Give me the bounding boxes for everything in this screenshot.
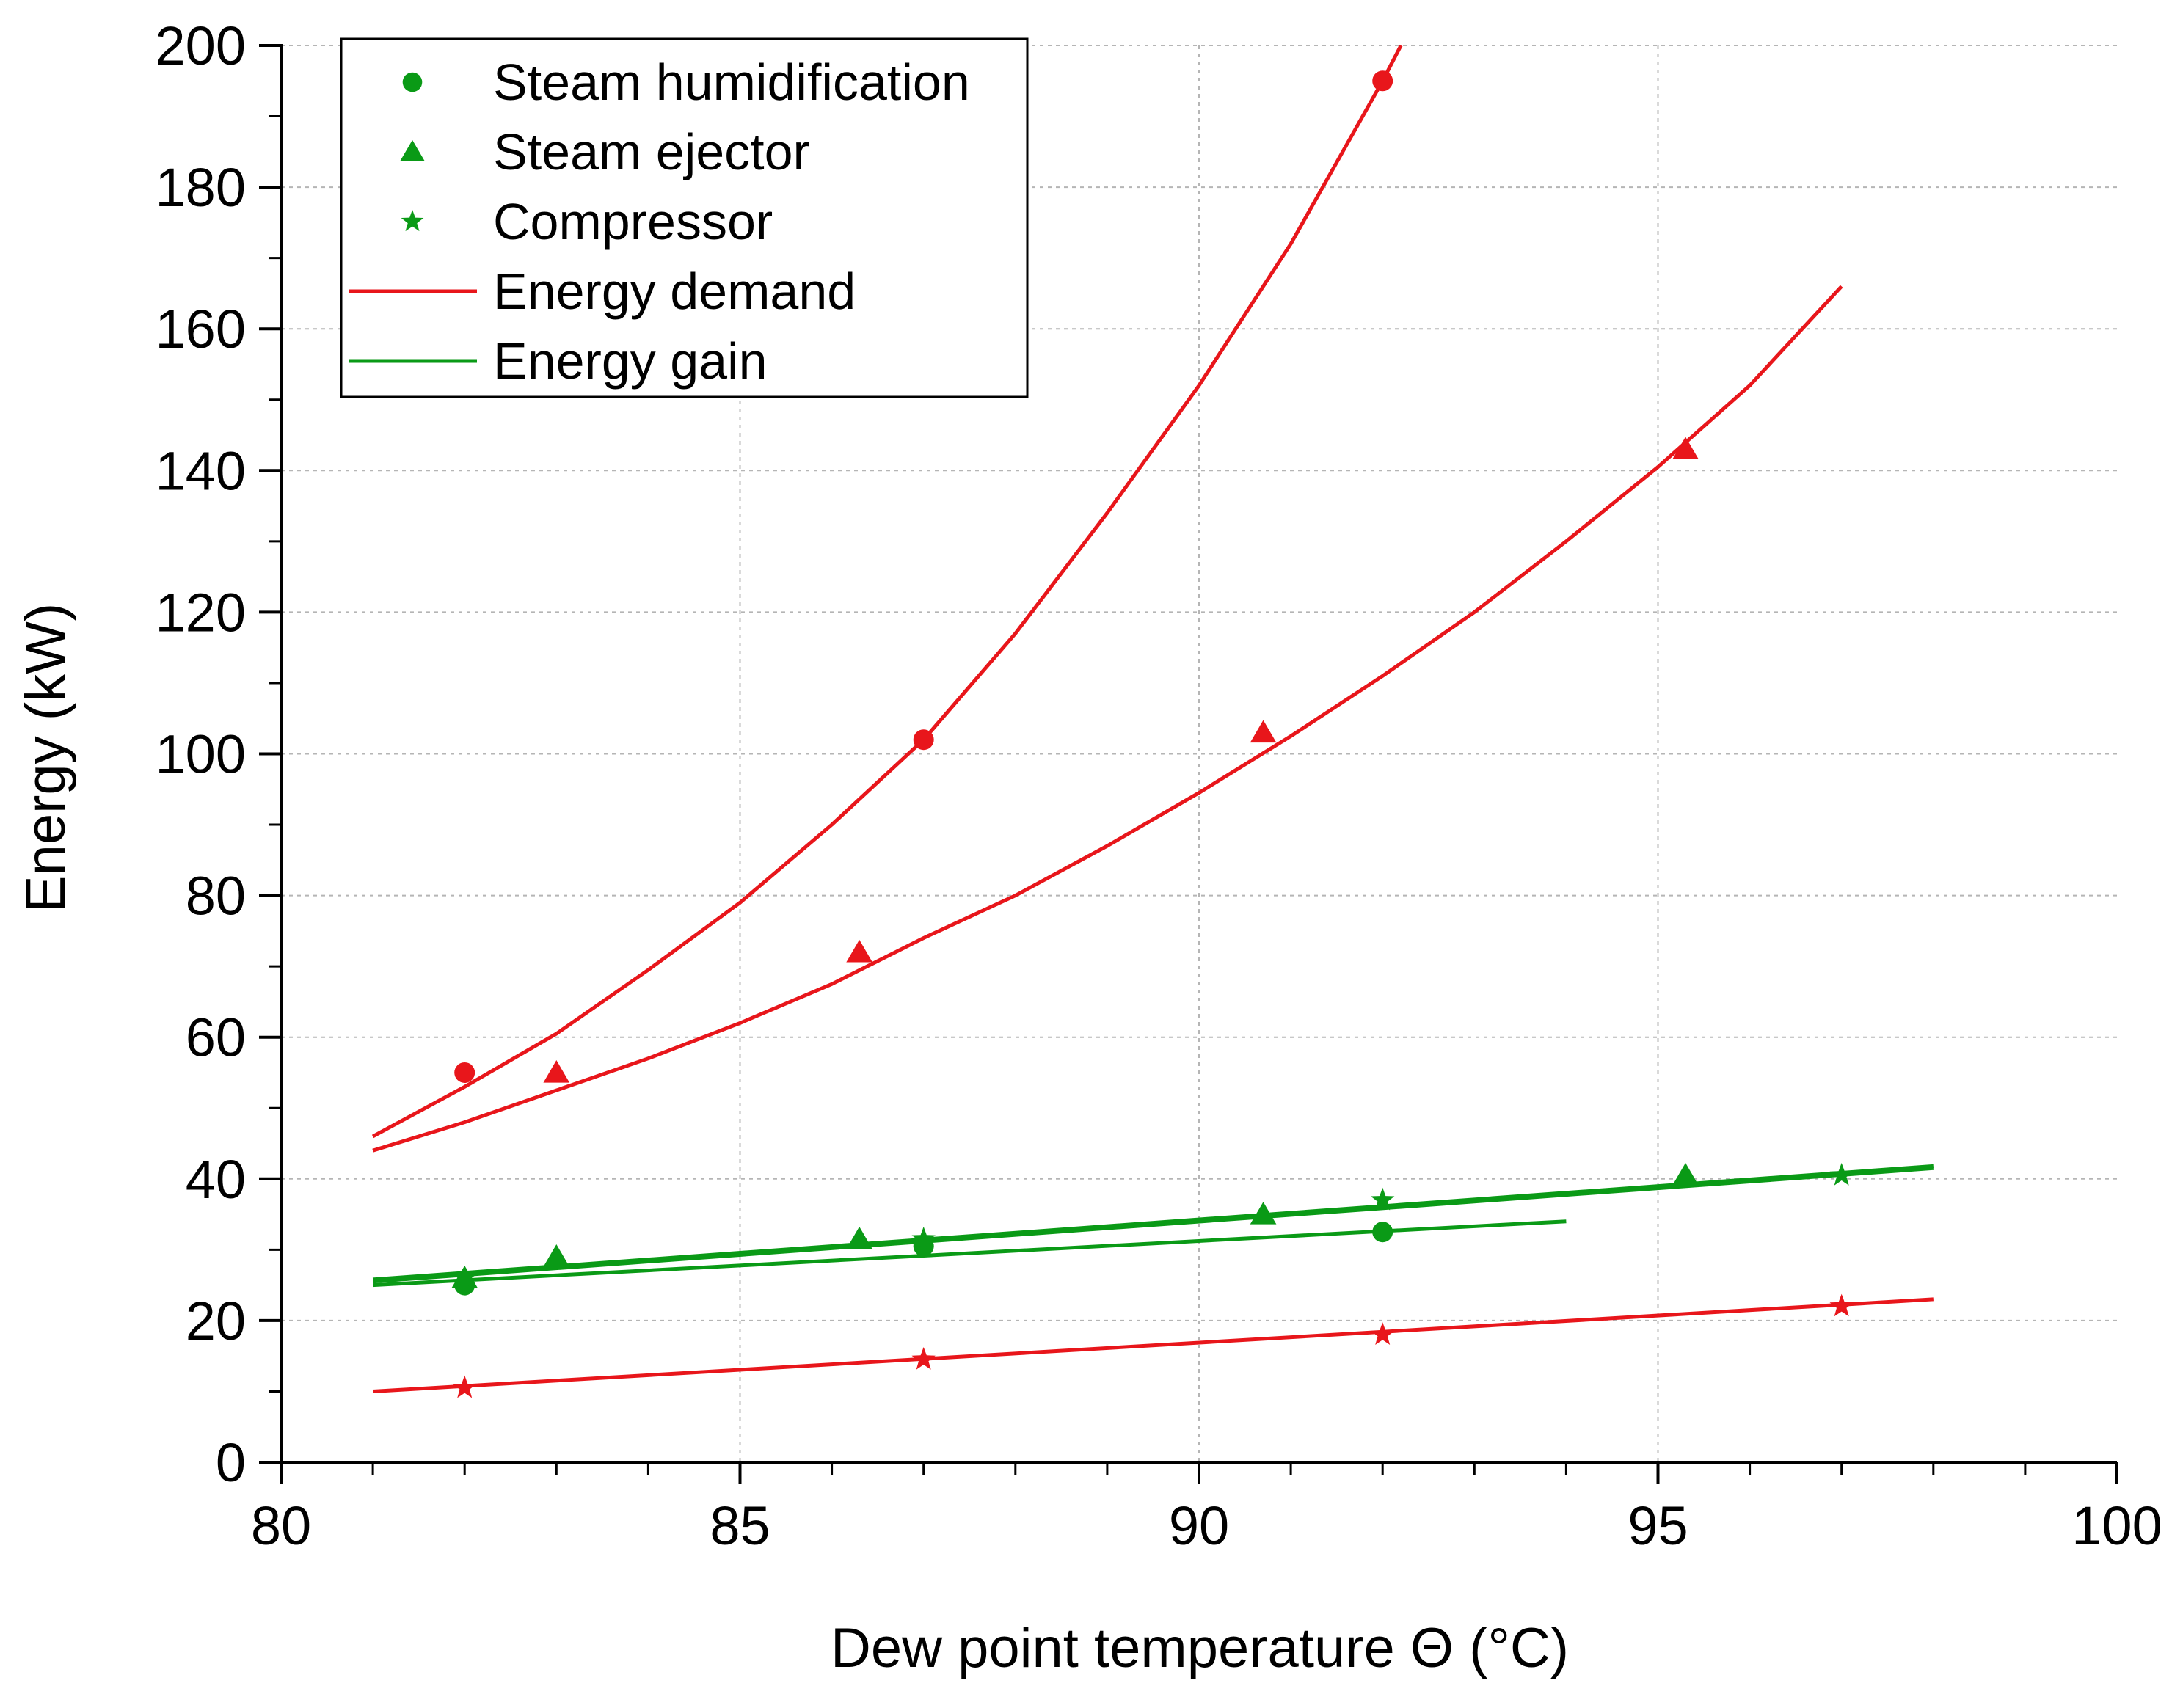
data-markers-layer — [451, 70, 1854, 1398]
legend-label: Energy demand — [493, 263, 856, 320]
legend-marker-triangle — [400, 139, 425, 161]
legend-box — [340, 37, 1029, 398]
fit-curve-line — [372, 1219, 1567, 1288]
x-tick-label: 95 — [1628, 1495, 1688, 1556]
data-point-triangle — [1672, 1162, 1699, 1186]
legend-items: Steam humidification Steam ejector Compres… — [349, 54, 970, 390]
legend-label: Steam ejector — [493, 123, 810, 180]
data-point-triangle — [543, 1244, 570, 1267]
legend: Steam humidification Steam ejector Compres… — [340, 37, 1029, 398]
y-tick-label: 20 — [186, 1291, 246, 1351]
legend-label: Compressor — [493, 193, 773, 250]
legend-marker-star — [401, 209, 424, 232]
data-point-triangle — [543, 1059, 570, 1083]
legend-label: Energy gain — [493, 332, 768, 390]
data-point-circle — [454, 1062, 475, 1083]
data-point-triangle — [1250, 720, 1277, 743]
data-point-circle — [1372, 1222, 1393, 1243]
y-tick-label: 140 — [156, 440, 246, 501]
y-tick-label: 160 — [156, 299, 246, 360]
data-point-star — [1829, 1293, 1854, 1317]
fit-curve-line — [372, 1297, 1934, 1393]
data-point-star — [453, 1266, 477, 1288]
y-tick-label: 40 — [186, 1149, 246, 1210]
y-tick-label: 0 — [216, 1432, 246, 1493]
data-point-star — [1371, 1187, 1395, 1211]
y-tick-label: 100 — [156, 724, 246, 785]
y-tick-label: 80 — [186, 866, 246, 927]
data-point-star — [911, 1226, 936, 1249]
fit-curve-line — [372, 285, 1843, 1153]
ticks-layer: 80 85 90 95 100 0 20 40 60 80 100 120 140 160 180 200 — [156, 15, 2162, 1556]
data-point-triangle — [1250, 1202, 1277, 1225]
y-tick-label: 180 — [156, 157, 246, 218]
data-point-star — [453, 1375, 477, 1398]
x-tick-label: 80 — [251, 1495, 311, 1556]
fit-curve-line — [372, 1164, 1934, 1282]
fit-curve-line — [372, 1166, 1934, 1284]
data-point-star — [1371, 1322, 1395, 1345]
data-point-circle — [913, 729, 934, 751]
y-axis-title: Energy (kW) — [15, 603, 77, 913]
x-tick-label: 85 — [710, 1495, 770, 1556]
data-point-triangle — [1672, 437, 1699, 459]
legend-label: Steam humidification — [493, 54, 970, 111]
data-point-circle — [913, 1236, 934, 1257]
data-point-triangle — [846, 939, 872, 963]
legend-marker-circle — [402, 72, 423, 92]
data-point-triangle — [846, 1226, 872, 1249]
x-tick-label: 100 — [2071, 1495, 2162, 1556]
y-tick-label: 200 — [156, 15, 246, 76]
data-point-circle — [1372, 70, 1393, 92]
x-axis-title: Dew point temperature Θ (°C) — [831, 1617, 1569, 1679]
x-tick-label: 90 — [1169, 1495, 1229, 1556]
data-point-star — [911, 1347, 936, 1370]
data-point-star — [1829, 1163, 1854, 1186]
y-tick-label: 60 — [186, 1007, 246, 1068]
y-tick-label: 120 — [156, 582, 246, 643]
